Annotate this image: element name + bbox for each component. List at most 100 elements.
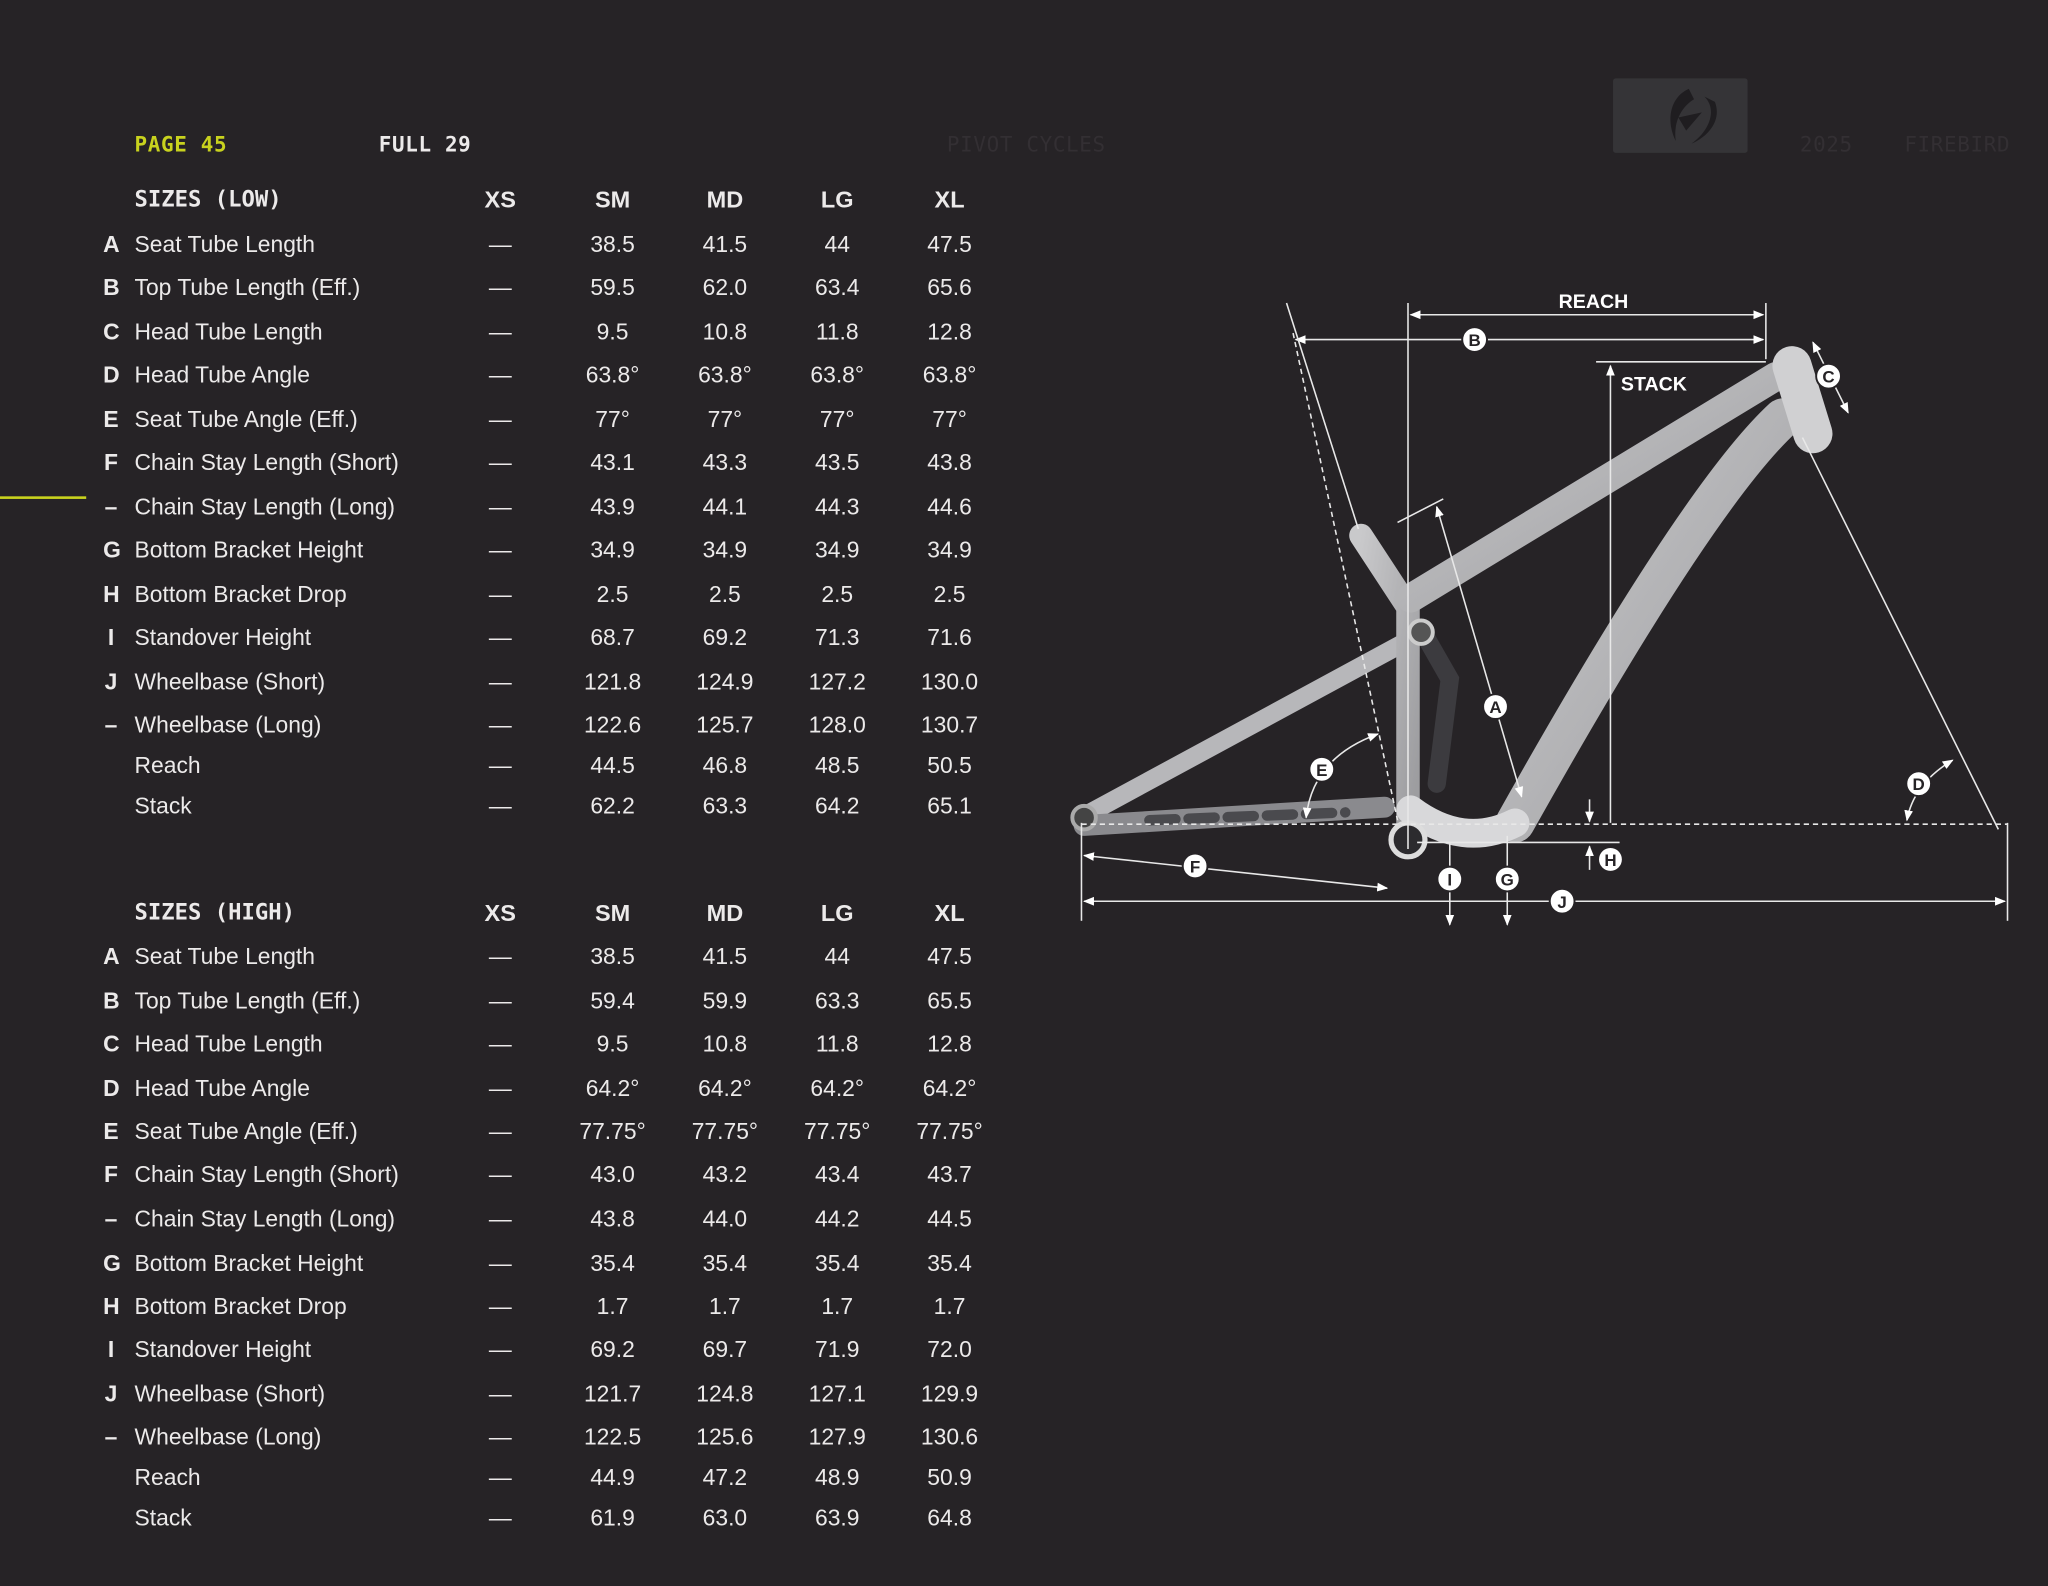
marker-f: F: [1181, 852, 1209, 880]
marker-letter: A: [1489, 698, 1501, 717]
value-md: 35.4: [702, 1249, 748, 1277]
value-xs: —: [488, 493, 512, 520]
page-number: PAGE 45: [134, 131, 228, 157]
value-lg: 63.4: [814, 274, 860, 301]
value-lg: 64.2: [814, 792, 860, 819]
marker-circle: [1308, 755, 1336, 783]
column-header-xs: XS: [484, 186, 516, 213]
row-letter: B: [103, 274, 120, 301]
marker-circle: [1493, 865, 1521, 893]
value-md: 63.8°: [698, 361, 752, 388]
value-xl: 12.8: [927, 1030, 972, 1057]
value-lg: 11.8: [815, 318, 859, 345]
marker-letter: J: [1557, 893, 1566, 912]
row-letter: –: [104, 1423, 118, 1450]
value-xs: —: [488, 1205, 512, 1232]
bike-frame: [1070, 346, 1833, 860]
value-sm: 77°: [595, 406, 630, 433]
row-label: Bottom Bracket Drop: [134, 1293, 347, 1320]
marker-letter: D: [1913, 775, 1925, 794]
value-lg: 43.4: [814, 1161, 860, 1188]
value-lg: 35.4: [814, 1249, 860, 1277]
column-header-sm: SM: [594, 186, 631, 213]
value-lg: 44: [824, 231, 850, 258]
row-letter: –: [104, 493, 118, 520]
value-xs: —: [488, 274, 512, 301]
value-xl: 129.9: [920, 1380, 979, 1407]
value-xs: —: [488, 624, 512, 651]
table-row: G Bottom Bracket Height — 34.9 34.9 34.9 34.9: [0, 534, 1019, 565]
marker-letter: H: [1604, 851, 1616, 870]
dimension-markers: A B C D E F G H I J: [1181, 326, 1933, 915]
column-header-xs: XS: [484, 899, 516, 927]
value-sm: 44.5: [590, 752, 635, 779]
value-xs: —: [488, 361, 512, 388]
value-xs: —: [488, 1336, 512, 1363]
value-md: 47.2: [702, 1464, 748, 1491]
row-letter: C: [103, 318, 120, 345]
value-lg: 44.3: [814, 493, 860, 520]
table-row: – Wheelbase (Long) — 122.6 125.7 128.0 130.7: [0, 709, 1019, 740]
row-label: Bottom Bracket Drop: [134, 581, 347, 608]
table-row: B Top Tube Length (Eff.) — 59.5 62.0 63.4 65.6: [0, 272, 1019, 303]
row-label: Chain Stay Length (Short): [134, 449, 399, 476]
value-lg: 128.0: [808, 711, 866, 738]
row-label: Standover Height: [134, 624, 312, 651]
value-xs: —: [488, 318, 512, 345]
value-sm: 59.5: [590, 274, 635, 301]
head-tube: [1772, 346, 1833, 454]
row-letter: –: [104, 1205, 118, 1232]
value-xs: —: [488, 1423, 512, 1450]
value-md: 44.1: [702, 493, 748, 520]
row-label: Seat Tube Length: [134, 231, 315, 258]
value-xl: 65.6: [927, 274, 972, 301]
value-xl: 65.5: [927, 987, 972, 1014]
brand-label: PIVOT CYCLES: [946, 131, 1106, 157]
value-xl: 47.5: [927, 231, 972, 258]
value-sm: 63.8°: [585, 361, 640, 388]
value-xl: 64.2°: [922, 1074, 977, 1102]
table-row: E Seat Tube Angle (Eff.) — 77.75° 77.75° 77.7…: [0, 1115, 1019, 1146]
value-lg: 44.2: [814, 1205, 860, 1232]
reach-label: REACH: [1559, 291, 1629, 313]
table-row: A Seat Tube Length — 38.5 41.5 44 47.5: [0, 940, 1019, 971]
table-row: J Wheelbase (Short) — 121.7 124.8 127.1 129.9: [0, 1378, 1019, 1409]
row-letter: B: [103, 987, 120, 1014]
row-letter: F: [104, 1161, 118, 1188]
table-row: B Top Tube Length (Eff.) — 59.4 59.9 63.3 65.5: [0, 985, 1019, 1016]
value-xs: —: [488, 668, 512, 695]
value-sm: 121.8: [583, 668, 642, 695]
accent-divider: [0, 496, 87, 499]
value-xl: 47.5: [927, 943, 972, 970]
value-lg: 63.8°: [810, 361, 865, 388]
value-sm: 2.5: [596, 581, 629, 608]
value-md: 2.5: [708, 581, 741, 608]
value-xl: 71.6: [927, 624, 972, 651]
row-label: Stack: [134, 1504, 192, 1531]
marker-d: D: [1905, 770, 1933, 798]
value-xs: —: [488, 1293, 512, 1320]
value-md: 63.0: [702, 1504, 748, 1531]
table-row: – Wheelbase (Long) — 122.5 125.6 127.9 130.6: [0, 1421, 1019, 1452]
value-lg: 77.75°: [804, 1118, 871, 1145]
value-xl: 77°: [932, 406, 967, 433]
value-md: 41.5: [702, 231, 748, 258]
value-xl: 64.8: [927, 1504, 972, 1531]
model-year: 2025: [1799, 131, 1853, 157]
category-label: FULL 29: [378, 131, 472, 157]
row-letter: C: [103, 1030, 120, 1057]
value-xl: 44.6: [927, 493, 972, 520]
value-xl: 34.9: [927, 536, 972, 563]
row-label: Seat Tube Angle (Eff.): [134, 406, 358, 433]
row-label: Head Tube Length: [134, 318, 323, 345]
value-xl: 50.9: [927, 1464, 972, 1491]
table-row: C Head Tube Length — 9.5 10.8 11.8 12.8: [0, 1028, 1019, 1059]
table-row: I Standover Height — 68.7 69.2 71.3 71.6: [0, 622, 1019, 653]
value-md: 34.9: [702, 536, 748, 563]
value-lg: 127.2: [808, 668, 866, 695]
value-lg: 63.9: [814, 1504, 860, 1531]
table-row: Reach — 44.9 47.2 48.9 50.9: [0, 1462, 1019, 1493]
value-xs: —: [488, 987, 512, 1014]
table-row: F Chain Stay Length (Short) — 43.1 43.3 43.5 4…: [0, 447, 1019, 478]
row-letter: E: [103, 406, 119, 433]
